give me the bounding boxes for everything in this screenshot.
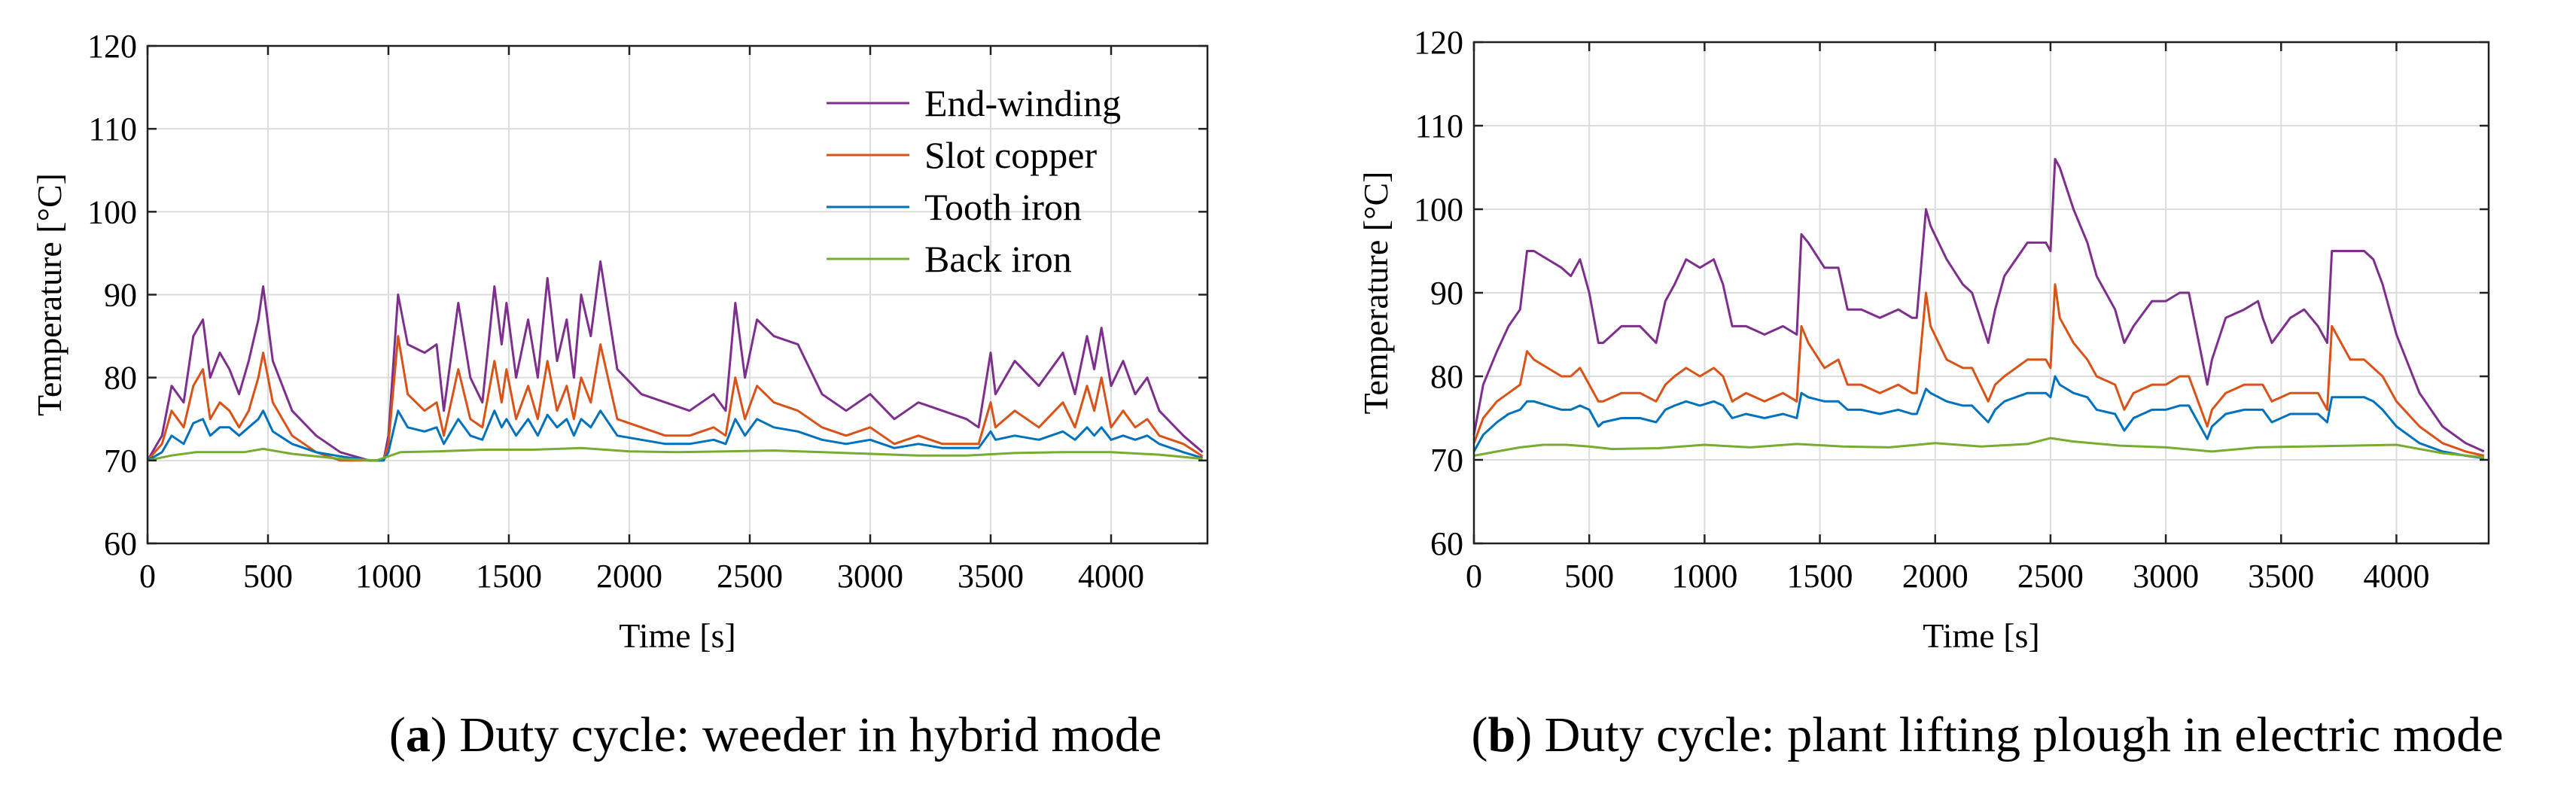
x-axis-label: Time [s] (1923, 616, 2040, 655)
legend: End-winding Slot copper Tooth iron Back iro… (827, 82, 1121, 280)
legend-label: Tooth iron (924, 186, 1082, 228)
y-tick-label: 80 (104, 360, 137, 397)
y-tick-label: 110 (1415, 108, 1463, 145)
x-tick-label: 1000 (1671, 558, 1737, 595)
series-line-end-winding (146, 260, 1204, 462)
y-tick-label: 80 (1430, 358, 1463, 395)
legend-label: End-winding (924, 82, 1121, 124)
legend-label: Back iron (924, 238, 1072, 280)
series-line-tooth-iron (147, 409, 1204, 462)
y-tick-label: 60 (104, 525, 137, 562)
x-tick-label: 2000 (1902, 558, 1969, 595)
y-tick-label: 60 (1430, 525, 1463, 562)
y-tick-label: 70 (1430, 442, 1463, 479)
series-line-end-winding (1472, 157, 2485, 453)
panel-caption-letter: a (406, 707, 431, 762)
panel-caption: (a) Duty cycle: weeder in hybrid mode (389, 707, 1162, 762)
chart-panel-a: 60 70 80 90 100 110 120 0 500 1000 1500 2000 2500 300… (30, 28, 1209, 762)
y-tick-label: 90 (1430, 275, 1463, 312)
x-tick-label: 0 (139, 558, 156, 595)
series-line-back-iron (1473, 437, 2485, 459)
chart-panel-b: 60 70 80 90 100 110 120 0 500 1000 1500 2000 2500 300… (1357, 24, 2504, 762)
series-line-back-iron (147, 446, 1203, 462)
y-axis-label: Temperature [°C] (1357, 172, 1395, 415)
x-tick-label: 1500 (476, 558, 542, 595)
x-tick-label: 3000 (837, 558, 903, 595)
series-line-slot-copper (146, 335, 1204, 462)
legend-label: Slot copper (924, 134, 1097, 176)
y-tick-label: 120 (87, 28, 137, 65)
y-tick-label: 90 (104, 277, 137, 314)
x-tick-label: 4000 (2363, 558, 2429, 595)
x-axis-label: Time [s] (619, 616, 736, 655)
panel-caption: (b) Duty cycle: plant lifting plough in … (1471, 707, 2503, 762)
x-tick-label: 2000 (596, 558, 662, 595)
x-tick-label: 1500 (1787, 558, 1853, 595)
y-tick-label: 120 (1414, 24, 1463, 61)
x-tick-label: 1000 (355, 558, 422, 595)
x-tick-label: 500 (1564, 558, 1614, 595)
x-tick-label: 500 (243, 558, 293, 595)
series-line-slot-copper (1472, 283, 2485, 457)
series-line-tooth-iron (1472, 375, 2485, 460)
y-tick-label: 100 (87, 193, 137, 230)
y-tick-label: 100 (1414, 191, 1463, 228)
x-tick-label: 3000 (2133, 558, 2199, 595)
x-tick-label: 2500 (2017, 558, 2084, 595)
y-tick-label: 110 (89, 111, 137, 148)
x-tick-label: 4000 (1078, 558, 1144, 595)
x-tick-label: 2500 (717, 558, 783, 595)
x-tick-label: 3500 (2248, 558, 2314, 595)
y-axis-label: Temperature [°C] (30, 173, 69, 416)
x-tick-label: 0 (1466, 558, 1482, 595)
x-tick-label: 3500 (958, 558, 1024, 595)
panel-caption-letter: b (1487, 707, 1515, 762)
y-tick-label: 70 (104, 443, 137, 479)
